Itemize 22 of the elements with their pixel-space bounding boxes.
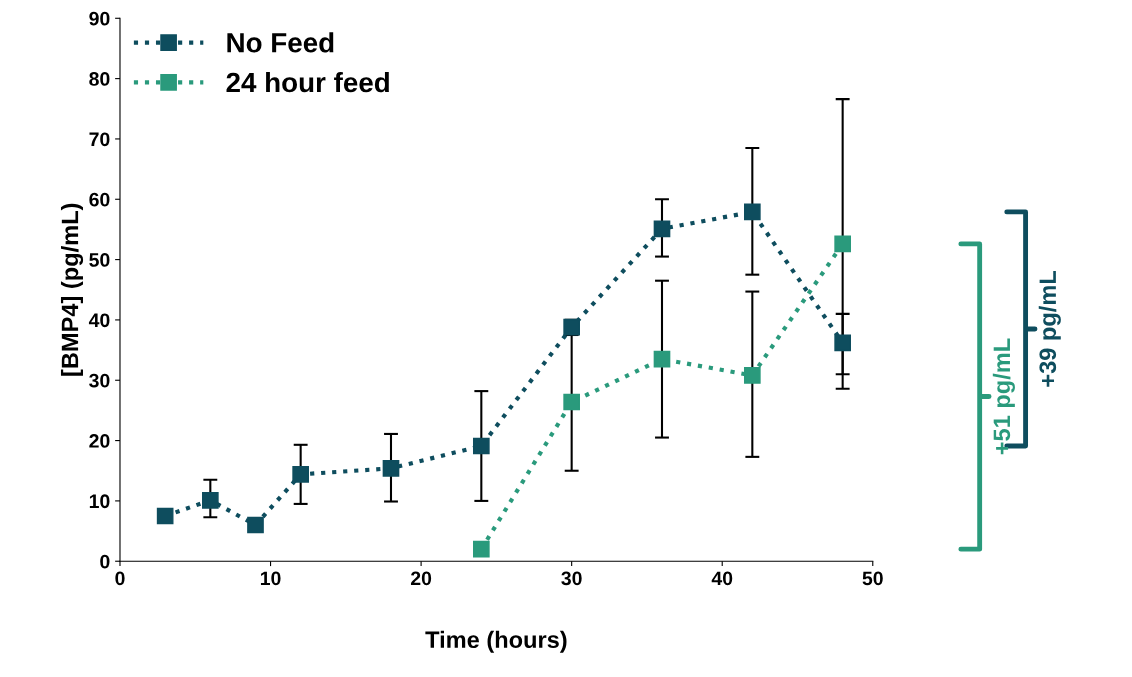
y-tick-label: 30: [89, 373, 110, 388]
x-axis-title: Time (hours): [425, 630, 567, 653]
y-tick-label: 50: [89, 253, 110, 267]
y-tick-label: 60: [89, 192, 110, 207]
x-tick-label: 10: [260, 571, 281, 586]
x-tick-label: 0: [115, 571, 125, 586]
y-tick-label: 0: [100, 554, 110, 569]
y-tick-label: 20: [89, 434, 110, 448]
y-tick-label: 80: [89, 72, 110, 86]
x-tick-label: 30: [561, 571, 582, 586]
legend-label: 24 hour feed: [226, 71, 389, 93]
y-tick-label: 40: [88, 313, 110, 328]
text: +51 pg/mL: [992, 338, 1015, 455]
x-tick-label: 50: [862, 571, 883, 586]
text: +39 pg/mL: [1038, 270, 1061, 387]
y-axis-title: [BMP4] (pg/mL): [60, 203, 84, 376]
y-tick-label: 70: [89, 132, 110, 147]
x-tick-label: 20: [410, 571, 432, 586]
x-tick-label: 40: [711, 571, 733, 586]
y-tick-label: 10: [89, 494, 110, 509]
y-tick-label: 90: [89, 11, 110, 26]
legend-label: No Feed: [227, 32, 334, 53]
